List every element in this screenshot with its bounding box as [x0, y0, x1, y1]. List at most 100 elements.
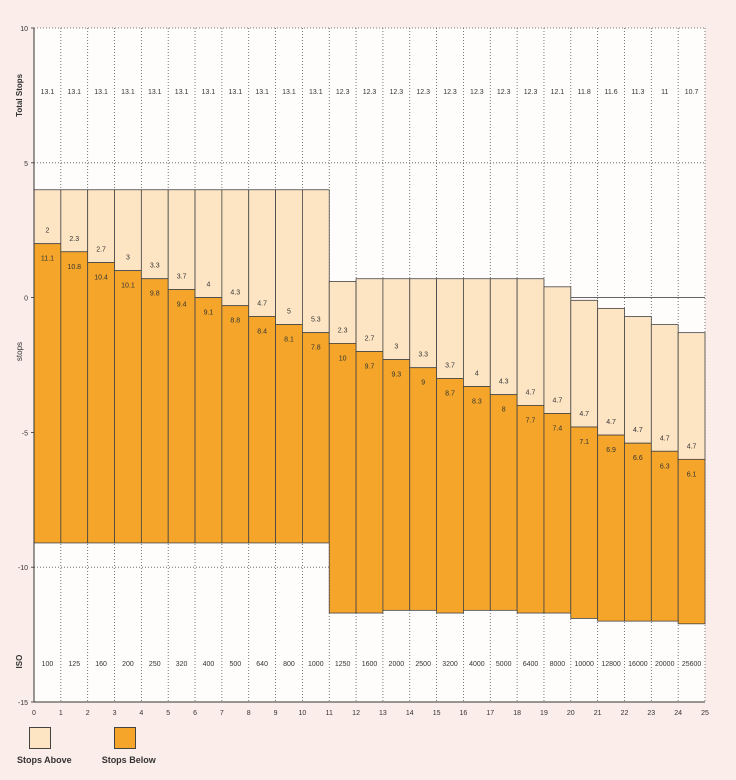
total-stops-label: 12.3 [416, 89, 430, 96]
bar-stops-below [436, 378, 464, 614]
bar-stops-below [33, 243, 62, 544]
data-label-stops-above: 4.7 [553, 398, 563, 405]
iso-label: 5000 [496, 661, 512, 668]
iso-label: 2500 [415, 661, 431, 668]
data-label-stops-below: 9.8 [150, 291, 160, 298]
bar-stops-above [60, 189, 89, 253]
total-stops-label: 12.3 [524, 89, 538, 96]
x-tick-label: 7 [220, 710, 224, 717]
data-label-stops-below: 6.3 [660, 463, 670, 470]
total-stops-label: 12.3 [497, 89, 511, 96]
x-tick-label: 17 [486, 710, 494, 717]
iso-label: 12800 [601, 661, 621, 668]
data-label-stops-above: 3.7 [177, 274, 187, 281]
iso-label: 250 [149, 661, 161, 668]
x-tick-label: 23 [647, 710, 655, 717]
total-stops-label: 10.7 [685, 89, 699, 96]
bar-stops-above [409, 278, 438, 369]
y-tick-label: 5 [24, 161, 28, 168]
iso-label: 20000 [655, 661, 675, 668]
data-label-stops-below: 8.7 [445, 390, 455, 397]
data-label-stops-below: 9.4 [177, 302, 187, 309]
x-tick-label: 19 [540, 710, 548, 717]
bar-stops-above [248, 189, 276, 317]
data-label-stops-above: 4.7 [526, 389, 536, 396]
bar-stops-below [570, 426, 599, 619]
x-tick-label: 21 [594, 710, 602, 717]
iso-label: 6400 [523, 661, 539, 668]
data-label-stops-above: 4.7 [633, 427, 643, 434]
axis-label-total-stops: Total Stops [15, 73, 24, 117]
data-label-stops-below: 10.1 [121, 283, 135, 290]
bar-stops-above [33, 189, 62, 245]
data-label-stops-above: 2.7 [365, 336, 375, 343]
bar-stops-below [248, 316, 276, 544]
bar-stops-above [221, 189, 250, 307]
iso-label: 3200 [442, 661, 458, 668]
bar-stops-below [624, 442, 652, 622]
axis-label-iso: ISO [15, 655, 24, 669]
bar-stops-above [570, 299, 599, 428]
x-tick-label: 16 [460, 710, 468, 717]
x-tick-label: 25 [701, 710, 709, 717]
total-stops-label: 13.1 [67, 89, 81, 96]
bar-stops-above [355, 278, 384, 352]
x-tick-label: 24 [674, 710, 682, 717]
bar-stops-below [328, 343, 357, 614]
data-label-stops-above: 2.7 [96, 247, 106, 254]
x-tick-label: 2 [86, 710, 90, 717]
data-label-stops-below: 10.8 [67, 264, 81, 271]
data-label-stops-above: 4.7 [579, 411, 589, 418]
bar-stops-below [597, 434, 625, 622]
data-label-stops-below: 8.8 [230, 318, 240, 325]
x-tick-label: 3 [113, 710, 117, 717]
bar-stops-below [167, 289, 196, 544]
total-stops-label: 11.3 [631, 89, 644, 96]
data-label-stops-below: 9.7 [365, 364, 375, 371]
bar-stops-below [409, 367, 438, 611]
total-stops-label: 11 [661, 89, 668, 96]
iso-label: 640 [256, 661, 268, 668]
total-stops-label: 13.1 [121, 89, 135, 96]
iso-label: 1600 [362, 661, 378, 668]
y-tick-label: -15 [18, 700, 28, 707]
x-tick-label: 5 [166, 710, 170, 717]
bar-stops-below [463, 386, 491, 611]
iso-label: 125 [68, 661, 80, 668]
bar-stops-above [677, 332, 706, 460]
axis-label-stops: stops [15, 342, 24, 361]
bar-stops-below [355, 351, 384, 614]
bar-stops-below [87, 262, 115, 544]
data-label-stops-above: 3.3 [418, 352, 428, 359]
iso-label: 160 [95, 661, 107, 668]
total-stops-label: 12.1 [551, 89, 565, 96]
data-label-stops-above: 4.3 [230, 290, 240, 297]
x-tick-label: 8 [247, 710, 251, 717]
data-label-stops-below: 8.3 [472, 399, 482, 406]
iso-label: 200 [122, 661, 134, 668]
data-label-stops-below: 7.7 [526, 417, 536, 424]
y-tick-label: 0 [24, 296, 28, 303]
total-stops-label: 13.1 [228, 89, 242, 96]
x-tick-label: 10 [299, 710, 307, 717]
total-stops-label: 12.3 [336, 89, 350, 96]
bar-stops-below [221, 305, 250, 544]
x-tick-label: 22 [621, 710, 629, 717]
data-label-stops-above: 3 [126, 255, 130, 262]
iso-label: 1250 [335, 661, 351, 668]
total-stops-label: 13.1 [41, 89, 55, 96]
x-tick-label: 15 [433, 710, 441, 717]
legend-label-stops-below: Stops Below [101, 755, 156, 765]
x-tick-label: 13 [379, 710, 387, 717]
total-stops-label: 11.6 [605, 89, 618, 96]
bar-stops-above [301, 189, 330, 334]
data-label-stops-below: 10 [339, 355, 347, 362]
iso-label: 800 [283, 661, 295, 668]
x-tick-label: 4 [139, 710, 143, 717]
data-label-stops-below: 9.3 [391, 372, 401, 379]
bar-stops-above [516, 278, 545, 406]
bar-stops-below [301, 332, 330, 544]
data-label-stops-above: 3.7 [445, 362, 455, 369]
data-label-stops-below: 10.4 [94, 275, 108, 282]
legend-swatch-stops-below [113, 727, 136, 749]
